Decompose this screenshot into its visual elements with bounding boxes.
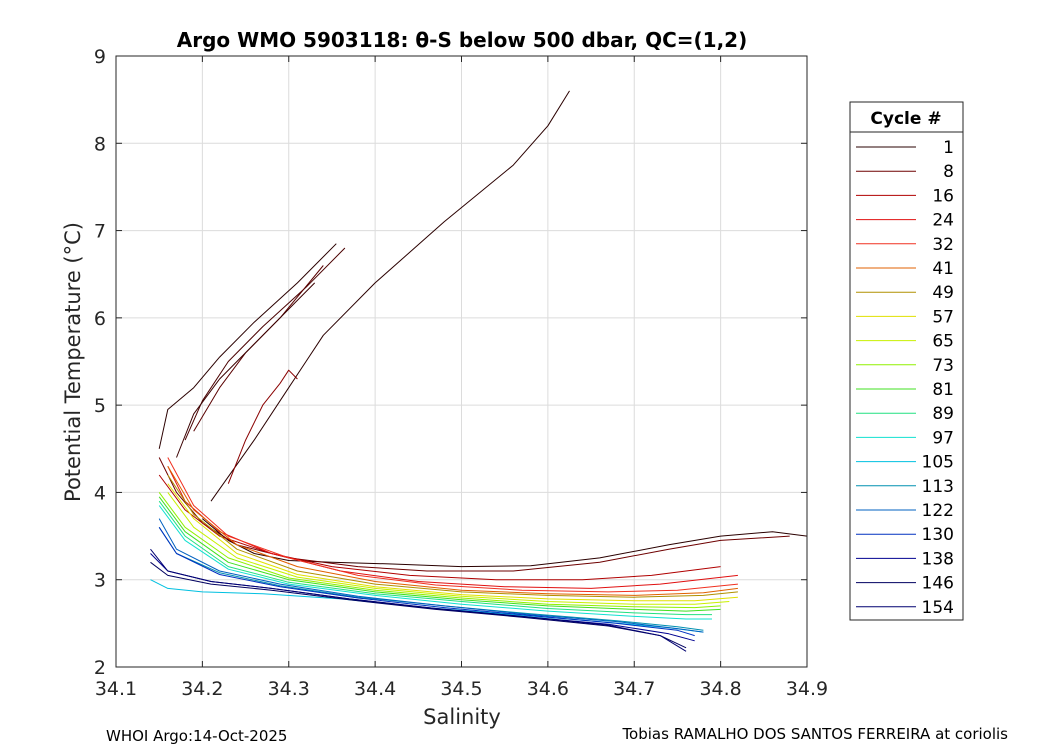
series-line-1g bbox=[202, 518, 808, 568]
series-line-89 bbox=[158, 500, 712, 616]
x-tick-label: 34.9 bbox=[786, 678, 828, 700]
legend-entry-label: 57 bbox=[932, 307, 954, 327]
y-tick-label: 3 bbox=[94, 570, 106, 592]
series-line-1b bbox=[158, 243, 337, 449]
x-tick-label: 34.8 bbox=[699, 678, 741, 700]
y-tick-label: 2 bbox=[94, 657, 106, 679]
series-line-97 bbox=[158, 505, 712, 620]
series-line-32 bbox=[167, 457, 738, 593]
legend-title: Cycle # bbox=[870, 109, 941, 129]
x-axis-label: Salinity bbox=[423, 705, 501, 729]
legend-entry-label: 97 bbox=[932, 428, 954, 448]
series-line-73 bbox=[158, 492, 721, 609]
legend-entry-label: 154 bbox=[922, 598, 954, 618]
legend-entry-label: 73 bbox=[932, 356, 954, 376]
legend-entry-label: 105 bbox=[922, 453, 954, 473]
series-line-1c bbox=[184, 247, 346, 441]
legend-entry-label: 81 bbox=[932, 380, 954, 400]
series-line-49 bbox=[167, 474, 738, 598]
legend-entries: 1 8 16 24 32 41 49 57 65 73 81 89 97 105 113 122 130 138 1… bbox=[856, 138, 954, 618]
legend-entry-label: 32 bbox=[932, 235, 954, 255]
series-line-122 bbox=[158, 518, 704, 633]
x-tick-label: 34.5 bbox=[440, 678, 482, 700]
series-line-81 bbox=[158, 496, 721, 612]
legend-entry-label: 113 bbox=[922, 477, 954, 497]
footer-left: WHOI Argo:14-Oct-2025 bbox=[106, 727, 287, 745]
series-group bbox=[150, 90, 808, 652]
x-tick-label: 34.1 bbox=[95, 678, 137, 700]
series-line-1 bbox=[210, 90, 570, 502]
y-tick-label: 9 bbox=[94, 46, 106, 68]
x-tick-label: 34.3 bbox=[268, 678, 310, 700]
legend-entry-label: 8 bbox=[943, 162, 954, 182]
x-tick-label: 34.6 bbox=[527, 678, 569, 700]
legend-entry-label: 16 bbox=[932, 186, 954, 206]
y-axis-label: Potential Temperature (°C) bbox=[61, 222, 85, 502]
legend-entry-label: 65 bbox=[932, 332, 954, 352]
series-line-130 bbox=[158, 527, 695, 637]
chart-title: Argo WMO 5903118: θ-S below 500 dbar, QC… bbox=[177, 28, 747, 52]
x-tick-label: 34.7 bbox=[613, 678, 655, 700]
series-line-1e bbox=[176, 282, 316, 458]
series-line-65 bbox=[167, 492, 730, 605]
series-line-154 bbox=[150, 548, 687, 652]
footer-right: Tobias RAMALHO DOS SANTOS FERREIRA at co… bbox=[621, 725, 1008, 743]
series-line-57 bbox=[167, 483, 738, 602]
plot-area: 34.1 34.2 34.3 34.4 34.5 34.6 34.7 34.8 34.9 234… bbox=[94, 46, 828, 700]
legend-entry-label: 130 bbox=[922, 525, 954, 545]
legend-entry-label: 1 bbox=[943, 138, 954, 158]
legend-box bbox=[849, 101, 964, 621]
y-tick-label: 5 bbox=[94, 395, 106, 417]
y-tick-label: 8 bbox=[94, 133, 106, 155]
y-tick-label: 7 bbox=[94, 221, 106, 243]
legend-entry-label: 89 bbox=[932, 404, 954, 424]
legend-entry-label: 138 bbox=[922, 549, 954, 569]
y-tick-label: 4 bbox=[94, 482, 106, 504]
series-line-16 bbox=[158, 474, 721, 581]
x-axis-ticks: 34.1 34.2 34.3 34.4 34.5 34.6 34.7 34.8 34.9 bbox=[95, 56, 828, 700]
y-axis-ticks: 2 3 4 5 6 7 8 9 bbox=[94, 46, 807, 679]
legend-entry-label: 122 bbox=[922, 501, 954, 521]
series-line-41 bbox=[167, 465, 738, 596]
x-tick-label: 34.2 bbox=[181, 678, 223, 700]
x-tick-label: 34.4 bbox=[354, 678, 396, 700]
y-tick-label: 6 bbox=[94, 308, 106, 330]
legend-entry-label: 24 bbox=[932, 211, 954, 231]
legend-entry-label: 41 bbox=[932, 259, 954, 279]
legend: Cycle # 1 8 16 24 32 41 49 57 65 73 81 89 97 105 113 12… bbox=[849, 101, 964, 621]
legend-entry-label: 146 bbox=[922, 574, 954, 594]
series-line-1f bbox=[227, 369, 298, 484]
legend-entry-label: 49 bbox=[932, 283, 954, 303]
